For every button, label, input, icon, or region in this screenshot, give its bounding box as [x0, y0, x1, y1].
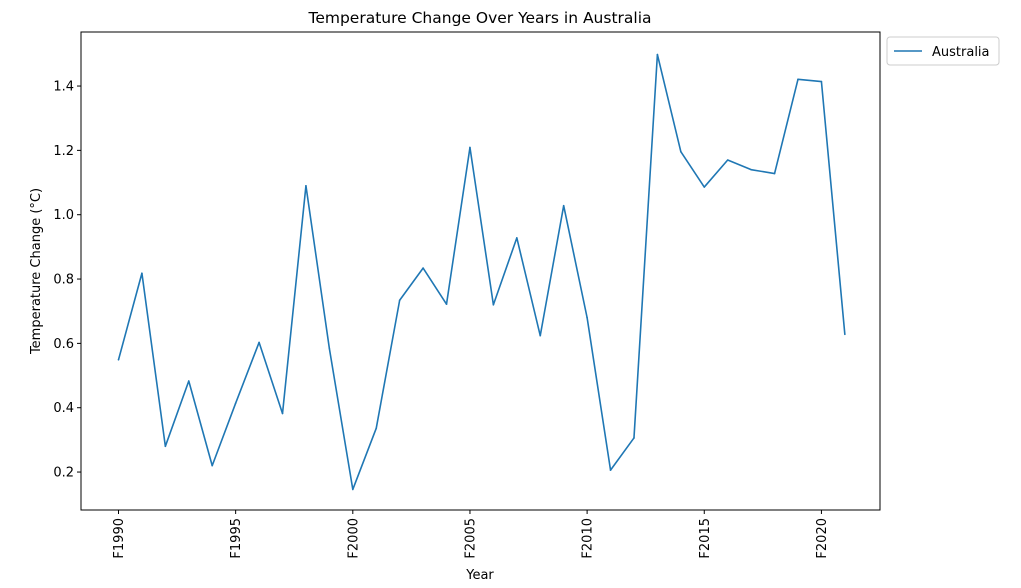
data-point	[750, 168, 752, 171]
data-point	[633, 437, 635, 439]
data-point	[117, 358, 120, 361]
series-lines	[117, 53, 846, 491]
series-line-australia	[117, 53, 846, 491]
y-tick-label: 0.6	[53, 337, 74, 352]
data-point	[211, 464, 214, 467]
data-point	[820, 80, 823, 83]
data-point	[305, 184, 307, 187]
y-tick-label: 1.2	[53, 144, 74, 159]
data-point	[703, 186, 706, 188]
data-point	[797, 78, 799, 81]
data-point	[445, 303, 448, 305]
data-point	[773, 172, 776, 175]
x-tick-label: F1990	[112, 518, 127, 559]
data-point	[516, 237, 518, 239]
x-tick-label: F2000	[346, 518, 361, 559]
plot-frame	[80, 31, 881, 511]
data-point	[492, 303, 495, 306]
y-tick-label: 0.4	[53, 401, 74, 416]
data-point	[234, 402, 237, 405]
data-point	[164, 445, 167, 448]
data-point	[375, 427, 378, 430]
data-point	[141, 272, 143, 275]
data-point	[680, 150, 682, 153]
data-point	[539, 334, 542, 337]
data-point	[586, 316, 588, 319]
data-point	[844, 333, 846, 336]
x-tick-label: F2010	[581, 518, 596, 559]
legend-label: Australia	[932, 45, 990, 60]
data-point	[469, 146, 471, 149]
data-point	[562, 204, 565, 207]
data-point	[281, 412, 284, 415]
data-point	[328, 347, 331, 350]
y-tick-label: 1.4	[53, 80, 74, 95]
tick-marks: 0.2 0.4 0.6 0.8 1.0 1.2 1.4 F1990 F1995 F2000 F200…	[53, 80, 830, 559]
x-axis-label: Year	[465, 568, 494, 583]
y-tick-label: 0.2	[53, 466, 74, 481]
chart-title: Temperature Change Over Years in Austral…	[307, 9, 651, 27]
x-tick-label: F2015	[698, 518, 713, 559]
legend: Australia	[886, 36, 1000, 66]
legend-box	[886, 36, 1000, 66]
data-point	[422, 267, 424, 269]
data-point	[726, 159, 729, 161]
x-tick-label: F2005	[463, 518, 478, 559]
x-tick-label: F1995	[229, 518, 244, 559]
data-point	[258, 341, 260, 344]
data-point	[656, 53, 659, 56]
data-point	[352, 488, 354, 491]
y-tick-label: 0.8	[53, 273, 74, 288]
data-point	[398, 299, 401, 302]
y-tick-label: 1.0	[53, 208, 74, 223]
data-point	[609, 469, 612, 471]
y-axis-label: Temperature Change (°C)	[29, 188, 44, 355]
data-point	[187, 380, 190, 382]
x-tick-label: F2020	[815, 518, 830, 559]
